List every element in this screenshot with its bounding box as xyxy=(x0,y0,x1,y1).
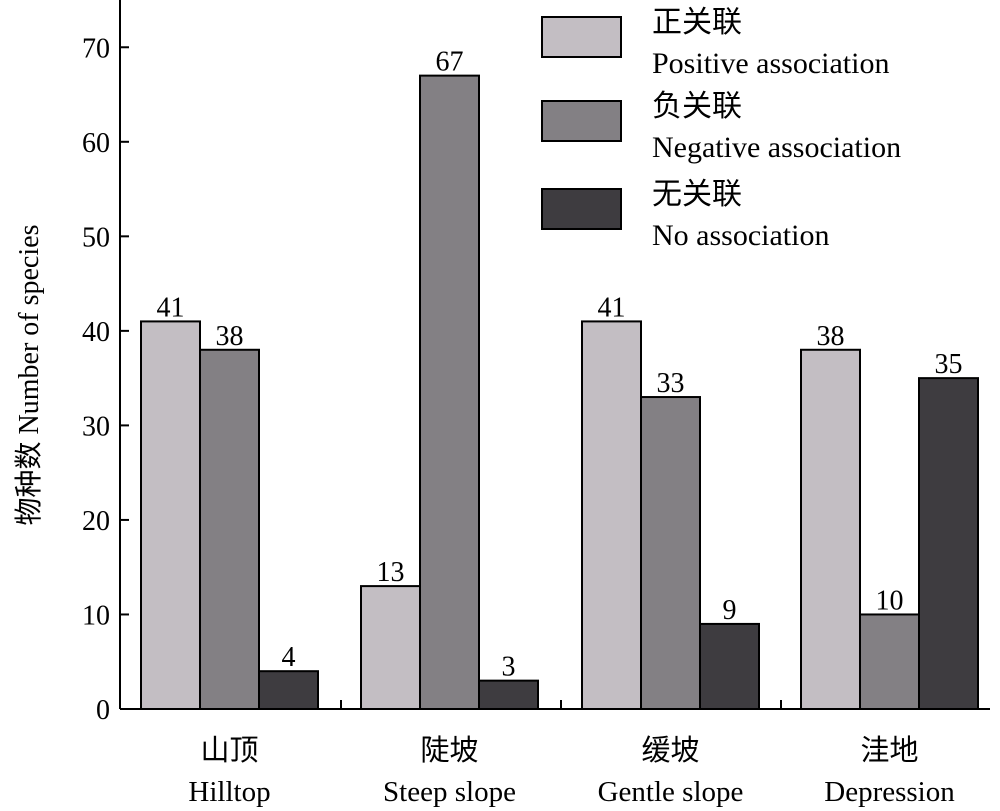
data-label: 9 xyxy=(723,595,737,626)
bar xyxy=(419,74,480,711)
bar xyxy=(199,348,260,710)
y-tick-label: 60 xyxy=(82,128,110,159)
x-axis: 山顶 Hilltop 陡坡 Steep slope 缓坡 Gentle slope 洼地 De… xyxy=(120,700,990,808)
data-label: 41 xyxy=(157,292,185,323)
legend-label-zh: 无关联 xyxy=(652,178,742,211)
y-tick-label: 50 xyxy=(82,222,110,253)
legend-label-en: Positive association xyxy=(652,47,889,80)
data-label: 38 xyxy=(216,321,244,352)
bar xyxy=(699,622,760,710)
data-labels: 41 38 4 13 67 3 41 33 9 38 10 35 xyxy=(157,47,963,683)
bar xyxy=(140,320,201,710)
legend-swatch xyxy=(541,16,622,58)
y-tick-label: 30 xyxy=(82,411,110,442)
bar xyxy=(800,348,861,710)
bar xyxy=(258,670,319,710)
bar xyxy=(360,585,421,711)
x-tick-label-zh: 山顶 xyxy=(200,735,258,767)
data-label: 3 xyxy=(502,652,516,683)
bar xyxy=(581,320,642,710)
data-label: 38 xyxy=(817,321,845,352)
data-label: 33 xyxy=(657,368,685,399)
data-label: 35 xyxy=(935,349,963,380)
bar xyxy=(859,613,920,711)
bar xyxy=(478,679,539,711)
y-tick-label: 40 xyxy=(82,317,110,348)
x-tick-label-zh: 陡坡 xyxy=(420,734,478,767)
legend-swatch xyxy=(541,100,622,142)
y-tick-label: 10 xyxy=(82,600,110,631)
bar xyxy=(640,396,701,710)
x-tick-label-zh: 洼地 xyxy=(860,734,918,767)
x-tick-label-en: Hilltop xyxy=(188,776,270,808)
legend-label-en: Negative association xyxy=(652,131,901,164)
bar xyxy=(918,377,979,710)
x-tick-label-en: Gentle slope xyxy=(598,776,744,808)
data-label: 13 xyxy=(377,557,405,588)
data-label: 4 xyxy=(282,642,296,673)
legend-swatch xyxy=(541,188,622,230)
y-axis: 0 10 20 30 40 50 60 70 xyxy=(82,0,129,726)
x-tick-label-zh: 缓坡 xyxy=(641,734,699,767)
data-label: 41 xyxy=(598,292,626,323)
y-tick-label: 20 xyxy=(82,506,110,537)
legend: 正关联 Positive association 负关联 Negative assoc… xyxy=(541,6,901,252)
data-label: 10 xyxy=(876,585,904,616)
legend-label-zh: 负关联 xyxy=(652,90,742,123)
y-tick-label: 0 xyxy=(96,695,110,726)
y-axis-label: 物种数 Number of species xyxy=(13,225,45,526)
x-tick-label-en: Depression xyxy=(824,776,955,808)
data-label: 67 xyxy=(436,47,464,78)
y-tick-label: 70 xyxy=(82,33,110,64)
x-tick-label-en: Steep slope xyxy=(383,776,516,808)
legend-label-en: No association xyxy=(652,219,829,252)
bars xyxy=(140,74,979,711)
legend-label-zh: 正关联 xyxy=(652,6,742,39)
